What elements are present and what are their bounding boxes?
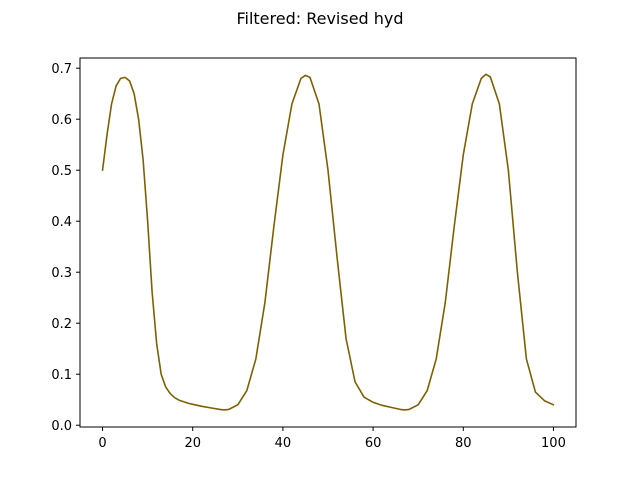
y-tick-label: 0.1 bbox=[51, 368, 72, 383]
x-tick-label: 0 bbox=[98, 436, 106, 451]
x-tick-label: 60 bbox=[365, 436, 382, 451]
axes-frame bbox=[79, 57, 577, 428]
axes-layer: 0 20 40 60 80 100 0.0 0.1 0.2 0.3 0.4 0.5 0.6 0.7 bbox=[51, 57, 577, 451]
chart-title: Filtered: Revised hyd bbox=[236, 9, 403, 28]
x-tick-label: 80 bbox=[455, 436, 472, 451]
plot-layer bbox=[101, 73, 555, 411]
y-tick-label: 0.4 bbox=[51, 215, 72, 230]
y-tick-label: 0.7 bbox=[51, 62, 72, 77]
y-tick-label: 0.3 bbox=[51, 266, 72, 281]
y-tick-label: 0.0 bbox=[51, 419, 72, 434]
x-tick-label: 20 bbox=[184, 436, 201, 451]
y-tick-label: 0.6 bbox=[51, 113, 72, 128]
series-line-0 bbox=[101, 73, 555, 411]
y-tick-label: 0.2 bbox=[51, 317, 72, 332]
y-tick-label: 0.5 bbox=[51, 164, 72, 179]
x-tick-label: 100 bbox=[541, 436, 566, 451]
x-tick-label: 40 bbox=[275, 436, 292, 451]
